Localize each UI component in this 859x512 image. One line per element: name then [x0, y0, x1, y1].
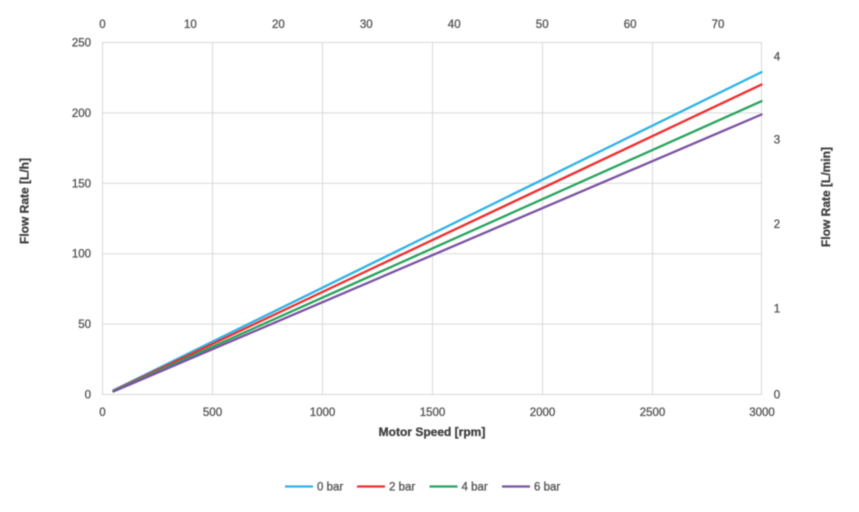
- svg-text:2000: 2000: [530, 407, 556, 419]
- svg-text:60: 60: [624, 19, 637, 31]
- svg-text:30: 30: [360, 19, 373, 31]
- svg-text:2500: 2500: [640, 407, 666, 419]
- svg-text:50: 50: [536, 19, 549, 31]
- svg-text:1500: 1500: [420, 407, 446, 419]
- svg-text:3000: 3000: [749, 407, 775, 419]
- svg-text:250: 250: [72, 38, 91, 50]
- svg-text:1: 1: [774, 304, 780, 316]
- svg-text:0: 0: [99, 19, 105, 31]
- svg-text:40: 40: [448, 19, 461, 31]
- svg-text:100: 100: [72, 249, 91, 261]
- svg-text:20: 20: [272, 19, 285, 31]
- svg-text:0 bar: 0 bar: [317, 482, 343, 494]
- svg-text:2: 2: [774, 219, 780, 231]
- svg-text:10: 10: [184, 19, 197, 31]
- svg-text:6 bar: 6 bar: [534, 482, 560, 494]
- svg-text:Motor Speed [rpm]: Motor Speed [rpm]: [379, 425, 486, 439]
- svg-text:0: 0: [99, 407, 105, 419]
- svg-text:4: 4: [774, 52, 781, 64]
- svg-text:500: 500: [203, 407, 222, 419]
- svg-text:1000: 1000: [310, 407, 336, 419]
- svg-text:Flow Rate [L/h]: Flow Rate [L/h]: [18, 158, 32, 244]
- svg-text:2 bar: 2 bar: [389, 482, 415, 494]
- svg-text:150: 150: [72, 178, 91, 190]
- svg-text:200: 200: [72, 108, 91, 120]
- svg-text:Flow Rate [L/min]: Flow Rate [L/min]: [819, 147, 833, 247]
- svg-text:4 bar: 4 bar: [462, 482, 488, 494]
- svg-text:50: 50: [78, 319, 91, 331]
- svg-text:0: 0: [774, 390, 780, 402]
- svg-text:70: 70: [712, 19, 725, 31]
- svg-text:3: 3: [774, 135, 780, 147]
- svg-text:0: 0: [85, 390, 91, 402]
